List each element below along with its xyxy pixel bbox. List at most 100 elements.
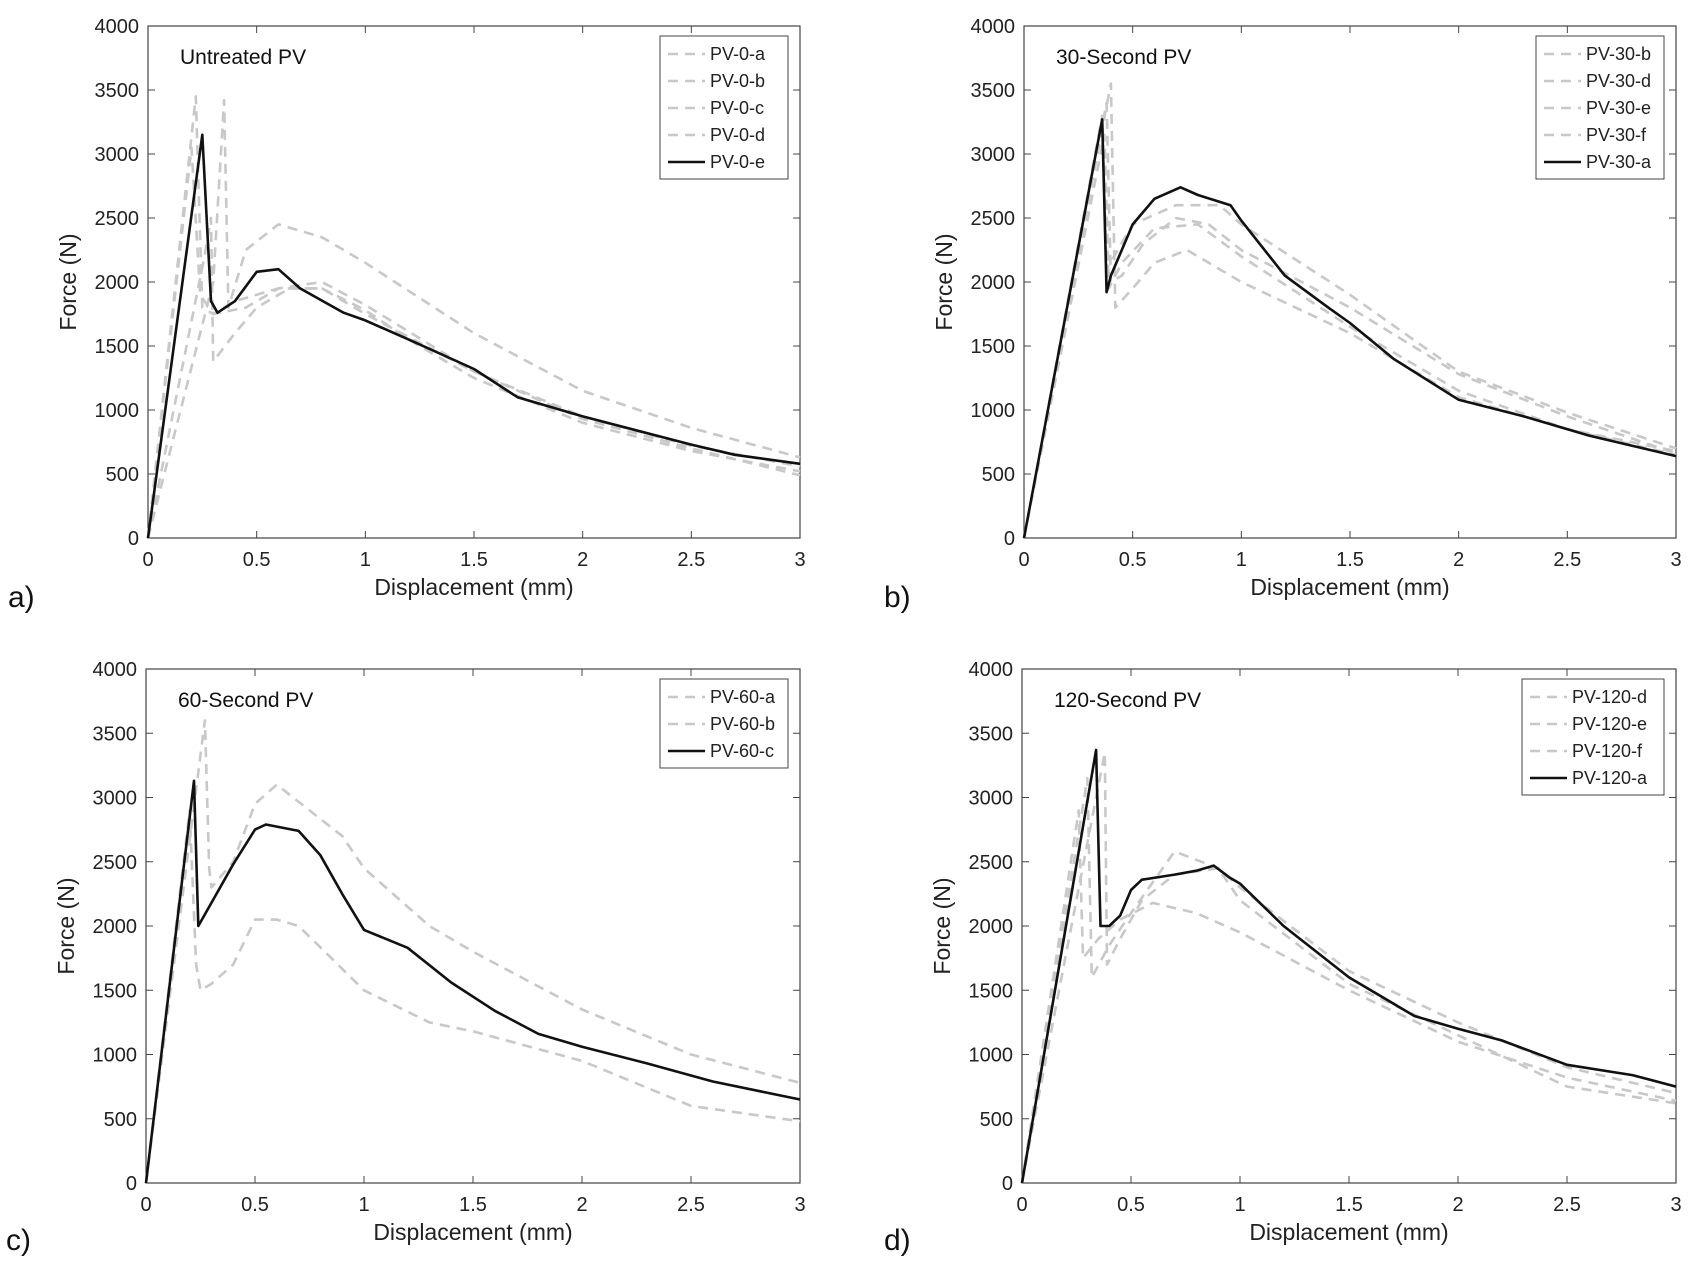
x-tick-label: 1.5 (460, 549, 488, 571)
legend-label: PV-0-c (710, 98, 764, 118)
x-tick-label: 3 (1670, 1194, 1681, 1216)
y-tick-label: 3500 (971, 80, 1016, 102)
series-line-PV-120-e (1020, 809, 1677, 1184)
x-tick-label: 0 (142, 549, 153, 571)
legend-label: PV-0-e (710, 152, 765, 172)
panel-title: 60-Second PV (178, 689, 313, 712)
legend-label: PV-120-a (1572, 768, 1648, 788)
y-tick-label: 1500 (969, 980, 1014, 1002)
legend-label: PV-30-b (1586, 44, 1651, 64)
y-tick-label: 1000 (971, 400, 1016, 422)
legend-box (1521, 678, 1665, 796)
x-tick-label: 2.5 (677, 549, 705, 571)
y-tick-label: 3500 (93, 723, 138, 745)
y-tick-label: 3500 (95, 80, 140, 102)
x-tick-label: 2 (577, 549, 588, 571)
y-tick-label: 0 (128, 528, 139, 550)
y-tick-label: 3000 (95, 144, 140, 166)
x-tick-label: 0 (1016, 1194, 1027, 1216)
panel-title: 120-Second PV (1054, 689, 1201, 712)
y-axis-title: Force (N) (929, 877, 955, 974)
y-tick-label: 3500 (969, 723, 1014, 745)
panel-letter: b) (884, 581, 911, 614)
x-tick-label: 1 (358, 1194, 369, 1216)
y-tick-label: 2000 (971, 272, 1016, 294)
y-tick-label: 500 (980, 1109, 1013, 1131)
y-tick-label: 1000 (969, 1045, 1014, 1067)
legend-box (1535, 35, 1665, 180)
x-axis-title: Displacement (mm) (374, 574, 573, 600)
y-tick-label: 4000 (969, 659, 1014, 681)
y-tick-label: 1500 (93, 980, 138, 1002)
panel-letter: d) (884, 1224, 911, 1257)
series-line-PV-60-b (144, 719, 801, 1184)
y-axis-title: Force (N) (931, 233, 957, 330)
x-axis-title: Displacement (mm) (1250, 574, 1449, 600)
legend-label: PV-60-a (710, 687, 776, 707)
y-tick-label: 2000 (95, 272, 140, 294)
y-tick-label: 1500 (95, 336, 140, 358)
x-tick-label: 3 (794, 1194, 805, 1216)
panel-letter: a) (8, 581, 35, 614)
y-tick-label: 0 (1004, 528, 1015, 550)
series-line-PV-30-b (1022, 101, 1677, 539)
y-tick-label: 4000 (93, 659, 138, 681)
y-tick-label: 4000 (971, 16, 1016, 38)
y-tick-label: 0 (126, 1173, 137, 1195)
chart-panel-4: 0 500 1000 1500 2000 2500 3000 3500 4000 0 0.5 1 1.5… (884, 659, 1682, 1257)
y-axis-title: Force (N) (53, 877, 79, 974)
chart-panel-3: 0 500 1000 1500 2000 2500 3000 3500 4000 0 0.5 1 1.5… (6, 659, 806, 1257)
panel-title: 30-Second PV (1056, 46, 1191, 69)
y-tick-label: 2500 (95, 208, 140, 230)
y-tick-label: 2000 (969, 916, 1014, 938)
y-tick-label: 2500 (93, 852, 138, 874)
legend-label: PV-120-d (1572, 687, 1647, 707)
chart-panel-1: 0 500 1000 1500 2000 2500 3000 3500 4000 0 0.5 1 1.5… (8, 16, 806, 614)
series-line-PV-30-a (1022, 118, 1677, 539)
x-axis-title: Displacement (mm) (373, 1219, 572, 1245)
x-tick-label: 1 (1234, 1194, 1245, 1216)
series-line-PV-30-e (1022, 133, 1677, 539)
x-tick-label: 1.5 (459, 1194, 487, 1216)
series-line-PV-60-a (144, 809, 801, 1184)
x-tick-label: 2 (1452, 1194, 1463, 1216)
y-tick-label: 0 (1002, 1173, 1013, 1195)
x-tick-label: 2 (1453, 549, 1464, 571)
legend-label: PV-120-f (1572, 741, 1643, 761)
x-tick-label: 2.5 (1553, 549, 1581, 571)
x-tick-label: 3 (794, 549, 805, 571)
series-line-PV-0-c (146, 98, 801, 539)
legend-label: PV-0-a (710, 44, 766, 64)
y-tick-label: 3000 (93, 788, 138, 810)
x-tick-label: 1.5 (1336, 549, 1364, 571)
legend-label: PV-60-c (710, 741, 774, 761)
chart-panel-2: 0 500 1000 1500 2000 2500 3000 3500 4000 0 0.5 1 1.5… (884, 16, 1682, 614)
x-tick-label: 2 (576, 1194, 587, 1216)
y-tick-label: 2500 (971, 208, 1016, 230)
x-tick-label: 3 (1670, 549, 1681, 571)
y-tick-label: 1000 (93, 1045, 138, 1067)
series-line-PV-60-c (144, 779, 801, 1184)
x-tick-label: 0.5 (241, 1194, 269, 1216)
x-tick-label: 2.5 (1553, 1194, 1581, 1216)
x-tick-label: 0 (140, 1194, 151, 1216)
y-axis-title: Force (N) (55, 233, 81, 330)
series-line-PV-120-f (1020, 751, 1677, 1184)
series-line-PV-0-a (146, 95, 801, 539)
x-tick-label: 1 (1236, 549, 1247, 571)
y-tick-label: 500 (104, 1109, 137, 1131)
y-tick-label: 1000 (95, 400, 140, 422)
series-line-PV-120-a (1020, 748, 1677, 1184)
legend-label: PV-30-d (1586, 71, 1651, 91)
y-tick-label: 500 (106, 464, 139, 486)
series-line-PV-120-d (1020, 776, 1677, 1184)
x-tick-label: 0.5 (1117, 1194, 1145, 1216)
legend-label: PV-60-b (710, 714, 775, 734)
legend-label: PV-0-b (710, 71, 765, 91)
series-line-PV-0-e (146, 133, 801, 539)
legend-label: PV-30-e (1586, 98, 1651, 118)
x-tick-label: 1 (360, 549, 371, 571)
x-tick-label: 0.5 (1119, 549, 1147, 571)
x-tick-label: 2.5 (677, 1194, 705, 1216)
